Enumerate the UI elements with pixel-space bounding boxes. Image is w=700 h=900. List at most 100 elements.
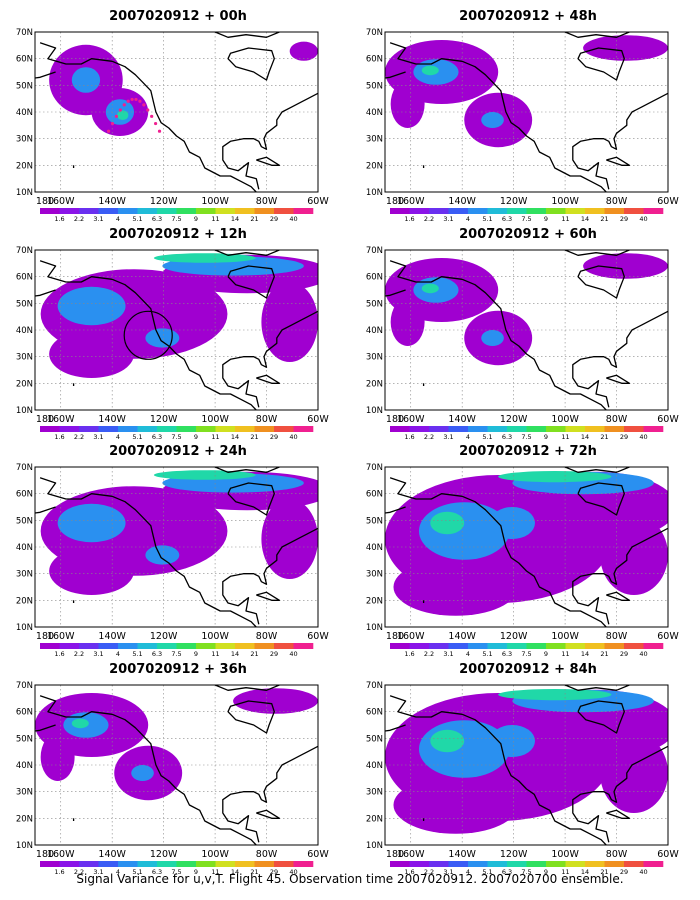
colorbar-swatch — [79, 861, 99, 867]
colorbar-label: 6.3 — [502, 868, 512, 876]
colorbar-label: 40 — [289, 433, 297, 441]
colorbar-swatch — [429, 861, 449, 867]
colorbar-swatch — [176, 208, 197, 214]
colorbar-swatch — [235, 861, 255, 867]
variance-contour — [390, 298, 425, 346]
colorbar-swatch — [274, 861, 294, 867]
latitude-label: 70N — [366, 28, 383, 38]
colorbar-label: 6.3 — [152, 433, 162, 441]
variance-contour — [71, 67, 101, 93]
colorbar-label: 4 — [466, 215, 470, 223]
latitude-label: 60N — [366, 273, 383, 283]
latitude-label: 40N — [16, 108, 33, 118]
colorbar-swatch — [526, 426, 547, 432]
colorbar-swatch — [643, 861, 664, 867]
colorbar-swatch — [196, 208, 216, 214]
latitude-label: 20N — [16, 814, 33, 824]
colorbar-swatch — [507, 643, 527, 649]
colorbar-swatch — [546, 426, 566, 432]
coastline — [385, 32, 668, 192]
colorbar-swatch — [98, 426, 119, 432]
latitude-label: 40N — [16, 326, 33, 336]
colorbar-swatch — [196, 426, 216, 432]
colorbar-label: 14 — [231, 215, 239, 223]
colorbar-swatch — [604, 643, 625, 649]
colorbar-swatch — [390, 643, 410, 649]
colorbar-swatch — [526, 861, 547, 867]
map-panel: 2007020912 + 84h 70N 60N 50N 40N 30N 20N 10N 180… — [358, 661, 698, 876]
colorbar-swatch — [40, 426, 60, 432]
longitude-label: 160W — [397, 849, 425, 860]
latitude-label: 30N — [366, 570, 383, 580]
longitude-label: 80W — [256, 414, 278, 425]
colorbar-label: 4 — [466, 433, 470, 441]
colorbar-label: 5.1 — [132, 650, 142, 658]
coastline — [35, 467, 318, 627]
colorbar-label: 7.5 — [171, 433, 181, 441]
colorbar-label: 2.2 — [74, 868, 84, 876]
latitude-label: 70N — [366, 246, 383, 256]
colorbar-swatch — [235, 643, 255, 649]
colorbar-swatch — [448, 643, 469, 649]
longitude-label: 160W — [397, 196, 425, 207]
latitude-label: 20N — [366, 161, 383, 171]
variance-contour — [57, 503, 126, 543]
colorbar-label: 40 — [639, 433, 647, 441]
longitude-label: 100W — [551, 196, 579, 207]
colorbar-swatch — [293, 208, 314, 214]
colorbar-swatch — [507, 861, 527, 867]
colorbar-swatch — [448, 208, 469, 214]
colorbar-label: 11 — [561, 650, 569, 658]
colorbar-label: 40 — [639, 868, 647, 876]
colorbar-swatch — [468, 426, 488, 432]
colorbar-swatch — [137, 208, 158, 214]
longitude-label: 100W — [551, 414, 579, 425]
longitude-label: 160W — [397, 414, 425, 425]
colorbar-swatch — [40, 861, 60, 867]
colorbar-swatch — [487, 426, 508, 432]
colorbar-swatch — [274, 208, 294, 214]
colorbar-swatch — [235, 208, 255, 214]
colorbar-label: 5.1 — [482, 215, 492, 223]
latitude-label: 30N — [16, 135, 33, 145]
longitude-label: 120W — [500, 196, 528, 207]
colorbar-label: 3.1 — [93, 433, 103, 441]
colorbar-label: 6.3 — [152, 650, 162, 658]
longitude-label: 80W — [606, 196, 628, 207]
colorbar-label: 2.2 — [74, 433, 84, 441]
colorbar-label: 6.3 — [152, 215, 162, 223]
colorbar-swatch — [448, 426, 469, 432]
latitude-label: 20N — [16, 596, 33, 606]
latitude-label: 40N — [366, 108, 383, 118]
colorbar-swatch — [137, 861, 158, 867]
longitude-label: 160W — [47, 631, 75, 642]
colorbar-label: 9 — [544, 650, 548, 658]
colorbar-label: 14 — [581, 433, 589, 441]
latitude-label: 60N — [366, 490, 383, 500]
colorbar-swatch — [59, 861, 80, 867]
colorbar-swatch — [409, 208, 430, 214]
colorbar-label: 5.1 — [482, 650, 492, 658]
colorbar-swatch — [390, 861, 410, 867]
latitude-label: 30N — [16, 788, 33, 798]
latitude-label: 20N — [366, 814, 383, 824]
coastline — [35, 685, 318, 845]
longitude-label: 140W — [448, 849, 476, 860]
latitude-label: 30N — [366, 135, 383, 145]
colorbar-label: 11 — [561, 433, 569, 441]
colorbar-label: 29 — [270, 433, 278, 441]
colorbar-swatch — [157, 643, 177, 649]
colorbar-swatch — [468, 643, 488, 649]
colorbar-swatch — [624, 861, 644, 867]
variance-contour — [49, 547, 135, 595]
colorbar-label: 9 — [194, 215, 198, 223]
colorbar-swatch — [118, 426, 138, 432]
colorbar-swatch — [409, 643, 430, 649]
colorbar-label: 11 — [211, 433, 219, 441]
latitude-label: 30N — [16, 353, 33, 363]
colorbar-swatch — [468, 861, 488, 867]
colorbar-label: 29 — [620, 433, 628, 441]
colorbar-label: 6.3 — [502, 433, 512, 441]
